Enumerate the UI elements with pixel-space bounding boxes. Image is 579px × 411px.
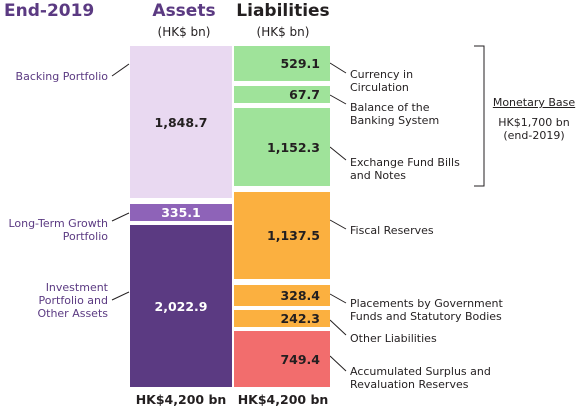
liability-bar-fiscal: 1,137.5 [234, 192, 330, 279]
liability-label-fiscal: Fiscal Reserves [350, 224, 434, 237]
liabilities-title: Liabilities [236, 1, 330, 21]
liability-label-surplus: Accumulated Surplus and Revaluation Rese… [350, 365, 491, 391]
liability-label-balance: Balance of the Banking System [350, 101, 440, 127]
year-title: End-2019 [4, 1, 95, 21]
liability-bar-surplus: 749.4 [234, 331, 330, 387]
liabilities-total: HK$4,200 bn [237, 392, 329, 407]
asset-bar-investment: 2,022.9 [130, 225, 232, 387]
liability-label-other: Other Liabilities [350, 332, 437, 345]
asset-label-ltgp: Long-Term Growth Portfolio [8, 217, 108, 243]
liability-value-currency: 529.1 [280, 56, 320, 71]
liabilities-unit: (HK$ bn) [256, 25, 310, 39]
asset-label-investment: Investment Portfolio and Other Assets [37, 281, 108, 320]
liability-value-efbn: 1,152.3 [267, 139, 320, 155]
liability-label-currency: Currency in Circulation [350, 68, 414, 94]
liability-bar-efbn: 1,152.3 [234, 108, 330, 186]
asset-bar-backing: 1,848.7 [130, 46, 232, 198]
liability-value-placements: 328.4 [280, 288, 320, 303]
monetary-base-amount: HK$1,700 bn [498, 116, 570, 129]
assets-total: HK$4,200 bn [135, 392, 227, 407]
asset-value-ltgp: 335.1 [161, 205, 201, 220]
asset-label-backing: Backing Portfolio [15, 70, 108, 83]
liability-value-other: 242.3 [280, 311, 320, 326]
assets-unit: (HK$ bn) [157, 25, 211, 39]
liability-bar-placements: 328.4 [234, 285, 330, 306]
monetary-base-date: (end-2019) [503, 129, 565, 142]
liability-value-balance: 67.7 [289, 87, 320, 102]
liability-value-fiscal: 1,137.5 [267, 228, 320, 243]
monetary-base-title: Monetary Base [492, 96, 576, 109]
liability-label-efbn: Exchange Fund Bills and Notes [350, 156, 460, 182]
liability-label-placements: Placements by Government Funds and Statu… [350, 297, 503, 323]
asset-value-backing: 1,848.7 [154, 114, 208, 130]
asset-value-investment: 2,022.9 [154, 298, 208, 314]
asset-bar-ltgp: 335.1 [130, 204, 232, 221]
assets-title: Assets [152, 1, 216, 21]
liability-bar-other: 242.3 [234, 310, 330, 327]
liability-bar-balance: 67.7 [234, 86, 330, 103]
liability-value-surplus: 749.4 [280, 351, 320, 367]
liability-bar-currency: 529.1 [234, 46, 330, 81]
